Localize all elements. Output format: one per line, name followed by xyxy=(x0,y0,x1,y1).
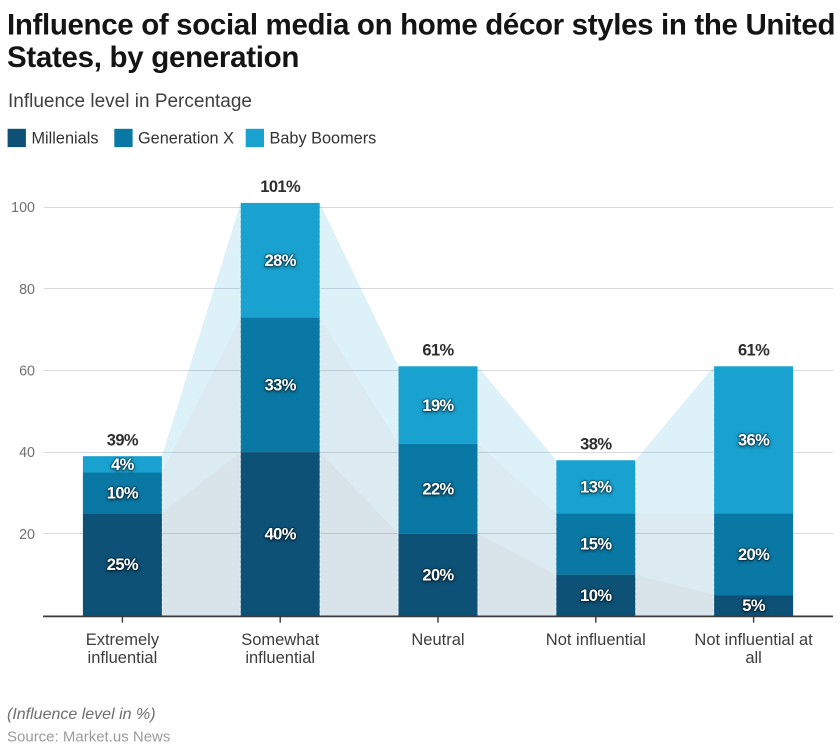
svg-text:13%: 13% xyxy=(580,479,612,497)
svg-text:28%: 28% xyxy=(265,252,297,270)
svg-text:61%: 61% xyxy=(422,342,454,360)
svg-text:100: 100 xyxy=(11,200,35,216)
svg-text:Baby Boomers: Baby Boomers xyxy=(270,130,377,148)
svg-text:22%: 22% xyxy=(422,481,454,499)
svg-text:Influence of social media on h: Influence of social media on home décor … xyxy=(7,9,835,42)
svg-text:Influence level in Percentage: Influence level in Percentage xyxy=(8,91,252,112)
svg-text:25%: 25% xyxy=(107,556,139,574)
svg-text:Generation X: Generation X xyxy=(138,130,234,148)
svg-text:40: 40 xyxy=(19,445,35,461)
svg-text:Somewhat: Somewhat xyxy=(241,631,319,649)
svg-text:39%: 39% xyxy=(107,431,139,449)
svg-text:33%: 33% xyxy=(265,376,297,394)
svg-text:influential: influential xyxy=(88,649,158,667)
svg-text:36%: 36% xyxy=(738,432,770,450)
svg-text:Millenials: Millenials xyxy=(32,130,99,148)
svg-text:19%: 19% xyxy=(422,397,454,415)
svg-text:10%: 10% xyxy=(580,587,612,605)
svg-text:20: 20 xyxy=(19,527,35,543)
svg-text:(Influence level in %): (Influence level in %) xyxy=(7,706,156,723)
svg-text:Not influential: Not influential xyxy=(546,631,646,649)
svg-text:20%: 20% xyxy=(738,546,770,564)
svg-text:Neutral: Neutral xyxy=(411,631,464,649)
svg-text:38%: 38% xyxy=(580,435,612,453)
svg-text:10%: 10% xyxy=(107,485,139,503)
svg-text:40%: 40% xyxy=(265,526,297,544)
svg-text:4%: 4% xyxy=(111,456,135,474)
svg-text:60: 60 xyxy=(19,364,35,380)
svg-text:all: all xyxy=(745,649,762,667)
svg-text:Not influential at: Not influential at xyxy=(694,631,813,649)
svg-text:15%: 15% xyxy=(580,536,612,554)
svg-text:101%: 101% xyxy=(260,178,301,196)
svg-text:States, by generation: States, by generation xyxy=(7,41,299,74)
svg-text:Source: Market.us News: Source: Market.us News xyxy=(7,729,170,746)
svg-text:61%: 61% xyxy=(738,342,770,360)
svg-text:20%: 20% xyxy=(422,566,454,584)
svg-text:80: 80 xyxy=(19,282,35,298)
svg-text:5%: 5% xyxy=(742,597,766,615)
svg-text:Extremely: Extremely xyxy=(86,631,160,649)
svg-text:influential: influential xyxy=(245,649,315,667)
